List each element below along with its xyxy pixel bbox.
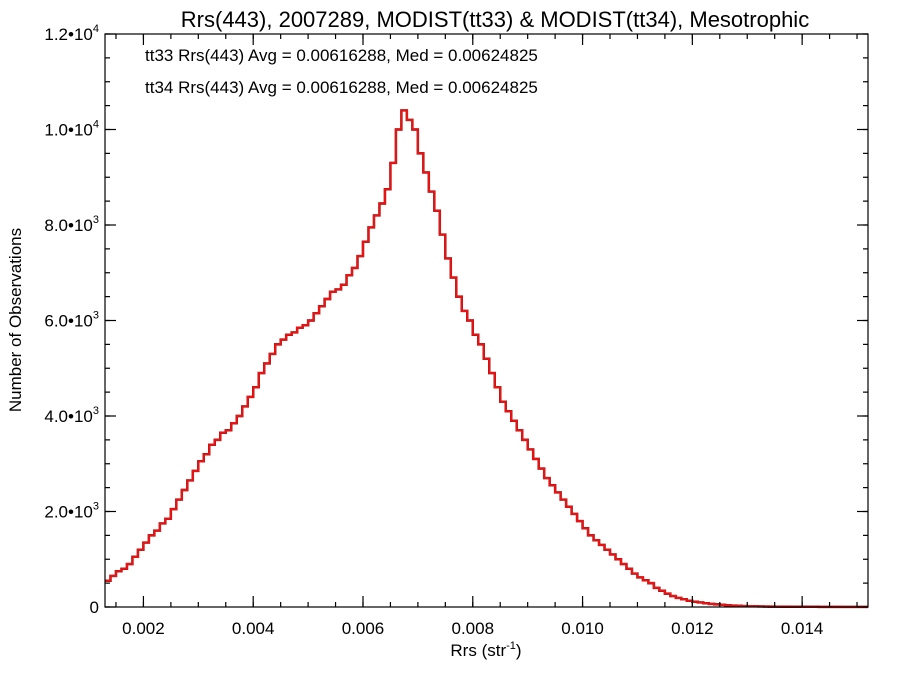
x-axis-ticks: 0.002 0.004 0.006 0.008 0.010 0.012 0.014: [115, 34, 858, 638]
y-tick-label: 0: [90, 598, 99, 617]
x-axis-label: Rrs (str-1): [450, 640, 521, 660]
y-axis-label: Number of Observations: [6, 228, 25, 412]
series-layer: [105, 109, 868, 609]
y-tick-mantissa: 1.2•10: [44, 25, 93, 44]
y-tick-label: 4.0•103: [44, 405, 99, 426]
y-tick-mantissa: 6.0•10: [44, 312, 93, 331]
legend-entry-tt33: tt33 Rrs(443) Avg = 0.00616288, Med = 0.…: [145, 46, 538, 65]
x-axis-label-sup: -1: [506, 640, 516, 652]
x-tick-label: 0.012: [671, 619, 714, 638]
y-tick-mantissa: 2.0•10: [44, 503, 93, 522]
legend: tt33 Rrs(443) Avg = 0.00616288, Med = 0.…: [145, 46, 538, 97]
x-axis-label-suffix: ): [516, 641, 522, 660]
y-tick-mantissa: 4.0•10: [44, 407, 93, 426]
x-tick-label: 0.010: [561, 619, 604, 638]
y-tick-exponent: 4: [93, 119, 99, 131]
y-tick-label: 6.0•103: [44, 310, 99, 331]
y-tick-label: 8.0•103: [44, 214, 99, 235]
y-tick-exponent: 3: [93, 405, 99, 417]
plot-frame: [104, 33, 869, 608]
x-tick-label: 0.006: [342, 619, 385, 638]
y-tick-label: 1.0•104: [44, 119, 99, 140]
x-axis-label-main: Rrs (str: [450, 641, 506, 660]
x-tick-label: 0.002: [122, 619, 165, 638]
y-tick-label: 1.2•104: [44, 23, 99, 44]
y-tick-mantissa: 8.0•10: [44, 216, 93, 235]
x-tick-label: 0.008: [452, 619, 495, 638]
chart-title: Rrs(443), 2007289, MODIST(tt33) & MODIST…: [181, 7, 809, 32]
y-axis-ticks: 02.0•1034.0•1036.0•1038.0•1031.0•1041.2•…: [44, 23, 868, 617]
y-tick-exponent: 4: [93, 23, 99, 35]
y-tick-mantissa: 1.0•10: [44, 121, 93, 140]
legend-entry-tt34: tt34 Rrs(443) Avg = 0.00616288, Med = 0.…: [145, 78, 538, 97]
y-tick-mantissa: 0: [90, 598, 99, 617]
y-tick-exponent: 3: [93, 214, 99, 226]
x-tick-label: 0.014: [781, 619, 824, 638]
series-tt34-line: [105, 109, 868, 609]
y-tick-label: 2.0•103: [44, 501, 99, 522]
y-tick-exponent: 3: [93, 310, 99, 322]
x-tick-label: 0.004: [232, 619, 275, 638]
y-tick-exponent: 3: [93, 501, 99, 513]
